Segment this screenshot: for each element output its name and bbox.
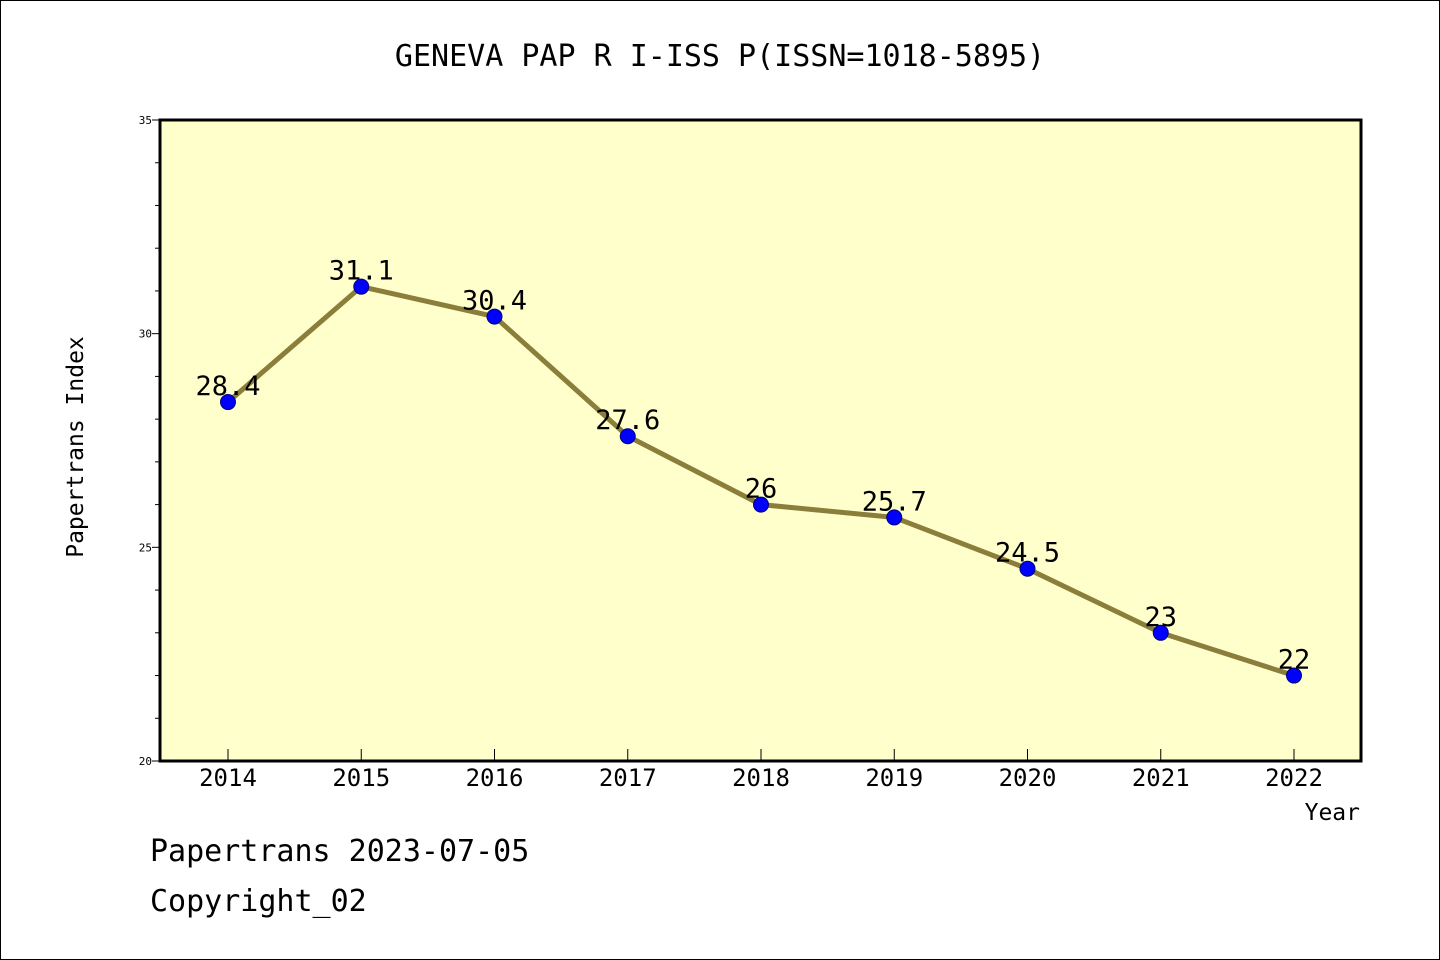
x-tick-label: 2022 — [1265, 764, 1323, 792]
data-label: 30.4 — [462, 286, 527, 317]
data-label: 26 — [745, 474, 778, 505]
data-point — [753, 496, 769, 513]
x-axis: 2014 2015 2016 2017 2018 2019 2020 2021 2022 — [199, 749, 1323, 792]
data-labels: 28.4 31.1 30.4 27.6 26 25.7 24.5 23 22 — [195, 256, 1310, 676]
plot-area — [158, 118, 1363, 763]
data-markers — [220, 278, 1302, 684]
data-label: 27.6 — [595, 405, 660, 436]
x-tick-label: 2015 — [332, 764, 390, 792]
y-tick-label: 25 — [139, 541, 152, 554]
data-point — [619, 428, 636, 445]
chart-title: GENEVA PAP R I-ISS P(ISSN=1018-5895) — [395, 39, 1045, 74]
data-label: 28.4 — [195, 371, 260, 402]
x-tick-label: 2019 — [865, 764, 923, 792]
data-point — [1286, 667, 1302, 684]
x-tick-label: 2020 — [999, 764, 1057, 792]
x-tick-label: 2014 — [199, 764, 257, 792]
data-point — [220, 394, 236, 411]
x-tick-label: 2016 — [466, 764, 524, 792]
y-tick-label: 35 — [139, 114, 152, 127]
footer-date-text: Papertrans 2023-07-05 — [150, 834, 530, 869]
data-point — [353, 278, 370, 295]
x-tick-label: 2018 — [732, 764, 790, 792]
data-label: 22 — [1278, 645, 1311, 676]
data-point — [486, 308, 503, 325]
y-axis: 20 25 30 35 — [139, 114, 160, 768]
x-tick-label: 2017 — [599, 764, 657, 792]
y-tick-label: 20 — [139, 755, 152, 768]
data-label: 24.5 — [995, 538, 1060, 569]
data-label: 23 — [1144, 602, 1177, 633]
y-axis-label: Papertrans Index — [63, 336, 89, 558]
y-tick-label: 30 — [139, 328, 152, 341]
data-point — [1152, 624, 1169, 641]
data-label: 25.7 — [862, 486, 927, 517]
x-axis-label: Year — [1305, 800, 1360, 826]
data-point — [1019, 560, 1036, 577]
footer-copyright-text: Copyright_02 — [150, 884, 367, 919]
x-tick-label: 2021 — [1132, 764, 1190, 792]
data-label: 31.1 — [329, 256, 394, 287]
data-point — [886, 509, 903, 526]
